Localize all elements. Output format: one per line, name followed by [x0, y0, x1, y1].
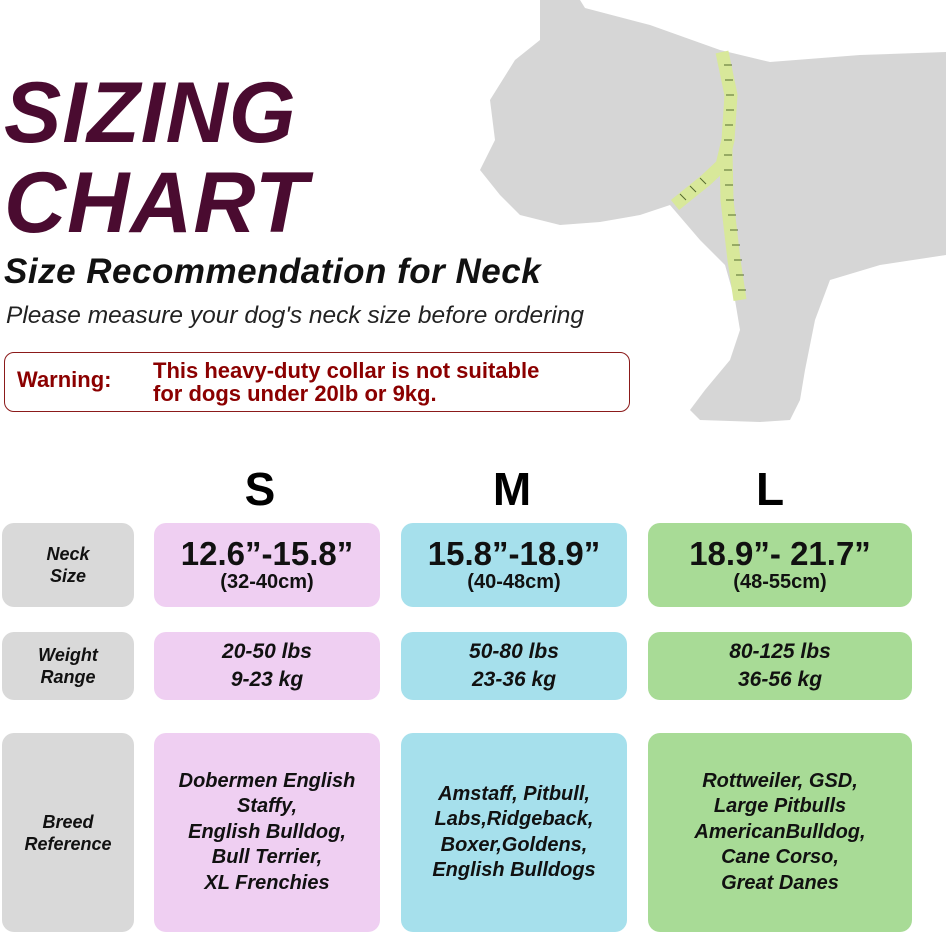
breed-line: English Bulldogs — [432, 859, 596, 881]
row-label-weight-range: Weight Range — [2, 632, 134, 700]
weight-lbs: 20-50 lbs — [222, 640, 312, 663]
tape-ticks — [679, 64, 746, 291]
label-line: Range — [40, 667, 96, 687]
weight-range-s: 20-50 lbs 9-23 kg — [154, 632, 380, 700]
neck-inches: 18.9”- 21.7” — [689, 535, 871, 572]
breed-reference-m: Amstaff, Pitbull, Labs,Ridgeback, Boxer,… — [401, 733, 627, 932]
breed-line: Labs,Ridgeback, — [434, 808, 594, 830]
neck-size-s: 12.6”-15.8” (32-40cm) — [154, 523, 380, 607]
row-label-breed-reference: Breed Reference — [2, 733, 134, 932]
neck-cm: (40-48cm) — [467, 571, 561, 593]
label-line: Size — [49, 566, 87, 586]
neck-cm: (32-40cm) — [220, 571, 314, 593]
instruction-text: Please measure your dog's neck size befo… — [6, 302, 585, 329]
breed-line: Rottweiler, GSD, — [702, 769, 858, 792]
weight-kg: 23-36 kg — [471, 668, 557, 691]
neck-size-m: 15.8”-18.9” (40-48cm) — [401, 523, 627, 607]
breed-line: Amstaff, Pitbull, — [438, 782, 590, 805]
weight-lbs: 50-80 lbs — [469, 640, 559, 663]
breed-line: Dobermen English — [178, 769, 356, 792]
breed-line: Cane Corso, — [721, 846, 839, 869]
warning-box: Warning: This heavy-duty collar is not s… — [4, 352, 630, 412]
label-line: Weight — [38, 645, 98, 665]
size-header-l: L — [755, 463, 785, 515]
breed-line: Staffy, — [236, 795, 298, 818]
title-chart: CHART — [4, 155, 309, 251]
row-label-neck-size: Neck Size — [2, 523, 134, 607]
size-header-s: S — [244, 463, 276, 515]
breed-reference-l: Rottweiler, GSD, Large Pitbulls American… — [648, 733, 912, 932]
breed-line: XL Frenchies — [204, 871, 330, 894]
dog-silhouette — [480, 0, 946, 422]
title-sizing: SIZING — [4, 65, 297, 161]
breed-line: Large Pitbulls — [713, 795, 847, 818]
warning-line-2: for dogs under 20lb or 9kg. — [153, 381, 437, 406]
breed-line: Great Danes — [721, 871, 839, 894]
weight-kg: 9-23 kg — [230, 668, 304, 691]
breed-line: English Bulldog, — [188, 820, 346, 843]
neck-size-l: 18.9”- 21.7” (48-55cm) — [648, 523, 912, 607]
label-line: Neck — [46, 544, 90, 564]
label-line: Breed — [42, 811, 94, 832]
weight-range-l: 80-125 lbs 36-56 kg — [648, 632, 912, 700]
breed-reference-s: Dobermen English Staffy, English Bulldog… — [154, 733, 380, 932]
size-header-m: M — [492, 463, 532, 515]
neck-cm: (48-55cm) — [733, 571, 827, 593]
neck-inches: 15.8”-18.9” — [427, 535, 601, 572]
breed-line: AmericanBulldog, — [694, 820, 866, 843]
neck-inches: 12.6”-15.8” — [180, 535, 354, 572]
breed-line: Bull Terrier, — [211, 846, 323, 869]
weight-kg: 36-56 kg — [737, 668, 823, 691]
breed-line: Boxer,Goldens, — [440, 833, 588, 856]
warning-line-1: This heavy-duty collar is not suitable — [153, 358, 540, 383]
label-line: Reference — [24, 833, 112, 854]
warning-text: This heavy-duty collar is not suitable f… — [153, 359, 539, 405]
weight-range-m: 50-80 lbs 23-36 kg — [401, 632, 627, 700]
warning-label: Warning: — [17, 367, 112, 392]
weight-lbs: 80-125 lbs — [729, 640, 831, 663]
subtitle: Size Recommendation for Neck — [4, 252, 542, 291]
